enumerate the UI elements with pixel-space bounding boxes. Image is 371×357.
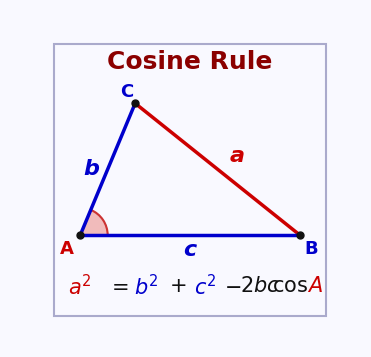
- Text: $+$: $+$: [169, 276, 187, 296]
- Text: $2bc$: $2bc$: [240, 276, 280, 296]
- Text: C: C: [120, 83, 134, 101]
- Text: $b^2$: $b^2$: [134, 273, 158, 299]
- Text: b: b: [83, 159, 99, 179]
- Text: c: c: [184, 240, 197, 260]
- Text: Cosine Rule: Cosine Rule: [108, 50, 273, 74]
- Text: $=$: $=$: [106, 276, 128, 296]
- Text: $c^2$: $c^2$: [194, 273, 216, 299]
- Text: $-$: $-$: [224, 276, 242, 296]
- Text: $\cos$: $\cos$: [272, 276, 309, 296]
- Text: $A$: $A$: [307, 276, 323, 296]
- Text: A: A: [59, 240, 73, 258]
- Text: a: a: [229, 146, 244, 166]
- Text: B: B: [304, 240, 318, 258]
- Polygon shape: [80, 210, 108, 235]
- FancyBboxPatch shape: [54, 44, 326, 316]
- Text: $a^2$: $a^2$: [68, 273, 92, 299]
